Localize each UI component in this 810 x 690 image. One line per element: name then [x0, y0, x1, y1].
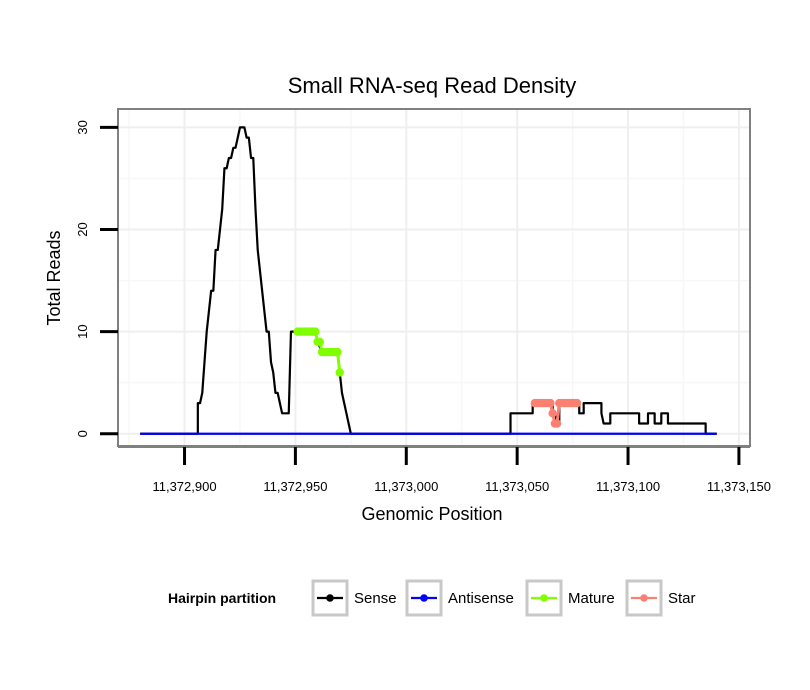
- x-tick-label: 11,372,950: [263, 479, 327, 494]
- legend-label: Star: [668, 590, 696, 607]
- y-axis: 0 10 20 30: [75, 120, 118, 437]
- data-point-mature: [311, 327, 320, 336]
- x-tick-label: 11,372,900: [152, 479, 216, 494]
- series-mature: [293, 327, 344, 377]
- legend-title: Hairpin partition: [168, 590, 276, 606]
- data-point-star: [552, 419, 562, 428]
- legend-item-antisense: Antisense: [405, 579, 514, 617]
- x-tick-label: 11,373,000: [374, 479, 438, 494]
- data-point-mature: [333, 347, 342, 357]
- y-tick-label: 10: [75, 324, 90, 338]
- data-point-star: [548, 409, 557, 418]
- legend: Hairpin partition Sense Antisense Mature St…: [168, 579, 696, 617]
- legend-key-marker: [326, 594, 334, 602]
- chart-title: Small RNA-seq Read Density: [288, 73, 577, 98]
- y-tick-label: 0: [75, 430, 90, 437]
- plot-background: [118, 109, 750, 446]
- series-sense: [140, 126, 717, 435]
- x-axis-title: Genomic Position: [361, 504, 502, 524]
- y-axis-title: Total Reads: [44, 230, 64, 325]
- series-layer: [140, 126, 717, 435]
- legend-item-star: Star: [625, 579, 696, 617]
- data-point-star: [572, 398, 582, 408]
- series-star: [530, 398, 582, 428]
- x-axis: 11,372,900 11,372,950 11,373,000 11,373,050…: [118, 446, 771, 494]
- grid-lines: [118, 109, 750, 446]
- data-point-mature: [315, 337, 324, 347]
- legend-label: Mature: [568, 590, 615, 607]
- y-tick-label: 30: [75, 120, 90, 134]
- data-point-mature: [335, 368, 344, 377]
- y-tick-label: 20: [75, 222, 90, 236]
- data-point-star: [546, 398, 555, 408]
- legend-label: Antisense: [448, 590, 514, 607]
- legend-key-marker: [420, 594, 428, 602]
- x-tick-label: 11,373,150: [707, 479, 771, 494]
- plot-panel: [117, 108, 751, 447]
- legend-label: Sense: [354, 590, 397, 607]
- x-tick-label: 11,373,100: [596, 479, 660, 494]
- legend-key-marker: [640, 594, 648, 602]
- legend-key-marker: [540, 594, 548, 602]
- legend-item-mature: Mature: [525, 579, 615, 617]
- legend-item-sense: Sense: [311, 579, 397, 617]
- series-line-sense: [140, 126, 717, 435]
- x-tick-label: 11,373,050: [485, 479, 549, 494]
